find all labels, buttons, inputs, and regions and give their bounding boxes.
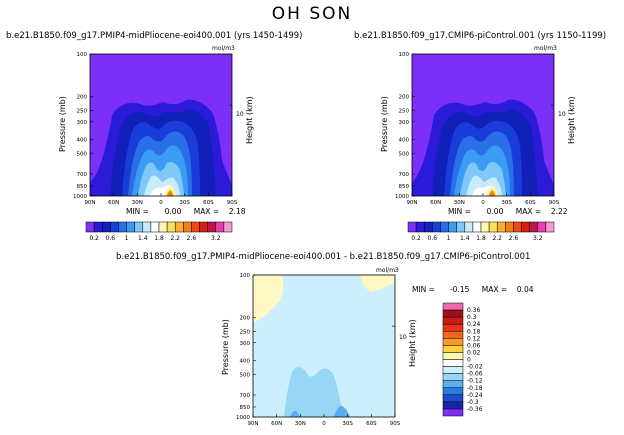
left-xtick-label: 30S (179, 200, 190, 206)
right-ribbon-contours (412, 99, 554, 196)
left-xtick-label: 60N (108, 200, 119, 206)
left-xtick-label: 0 (159, 200, 163, 206)
right-ytick-label: 250 (399, 109, 410, 115)
diff-ytick-label: 500 (240, 372, 251, 378)
left-xtick-label: 30N (132, 200, 143, 206)
right-contour-band (489, 190, 495, 196)
left-min-value: 0.00 (164, 207, 182, 216)
right-height-tick: 10 (558, 111, 566, 118)
left-xtick-label: 90N (84, 200, 95, 206)
diff-ytick-label: 850 (240, 405, 251, 411)
diff-units: mol/m3 (376, 267, 399, 274)
diff-negative-region (290, 410, 300, 417)
right-ytick-label: 500 (399, 151, 410, 157)
diff-xtick-label: 60S (366, 421, 377, 427)
diff-subtitle: b.e21.B1850.f09_g17.PMIP4-midPliocene-eo… (116, 252, 531, 262)
diff-positive-region (360, 275, 395, 292)
diff-ytick-label: 100 (240, 273, 251, 279)
right-ytick-label: 400 (399, 137, 410, 143)
right-ylabel: Pressure (mb) (380, 96, 389, 152)
right-ytick-label: 300 (399, 120, 410, 126)
right-units: mol/m3 (534, 45, 557, 52)
right-panel-plot (411, 53, 555, 197)
diff-xtick-label: 30S (342, 421, 353, 427)
diff-positive-region (253, 275, 284, 322)
right-xtick-label: 0 (481, 200, 485, 206)
left-subtitle: b.e21.B1850.f09_g17.PMIP4-midPliocene-eo… (6, 31, 303, 41)
right-ytick-label: 100 (399, 52, 410, 58)
diff-ytick-label: 300 (240, 341, 251, 347)
right-ytick-label: 200 (399, 95, 410, 101)
left-max-value: 2.18 (228, 207, 246, 216)
diff-xtick-label: 90S (390, 421, 401, 427)
diff-ytick-label: 250 (240, 330, 251, 336)
diff-panel-plot (252, 274, 396, 418)
right-xtick-label: 30N (454, 200, 465, 206)
left-xtick-label: 90S (227, 200, 238, 206)
left-minmax: MIN = 0.00 MAX = 2.18 (126, 207, 246, 216)
diff-xtick-label: 60N (271, 421, 282, 427)
right-contour-fill (412, 54, 554, 196)
left-panel-plot (89, 53, 233, 197)
right-subtitle: b.e21.B1850.f09_g17.CMIP6-piControl.001 … (354, 31, 607, 41)
left-ytick-label: 850 (77, 184, 88, 190)
diff-contour-fill (253, 275, 395, 417)
left-contour-fill (90, 54, 232, 196)
diff-xtick-label: 90N (247, 421, 258, 427)
diff-ytick-label: 700 (240, 393, 251, 399)
diff-ylabel: Pressure (mb) (221, 319, 230, 375)
right-min-label: MIN = (448, 207, 471, 216)
diff-max-label: MAX = (481, 285, 508, 294)
right-xtick-label: 30S (501, 200, 512, 206)
left-height-tick: 10 (236, 111, 244, 118)
diff-min-label: MIN = (412, 285, 435, 294)
left-max-label: MAX = (193, 207, 220, 216)
left-ytick-label: 400 (77, 137, 88, 143)
right-max-value: 2.22 (550, 207, 568, 216)
right-minmax: MIN = 0.00 MAX = 2.22 (448, 207, 568, 216)
right-xtick-label: 90N (406, 200, 417, 206)
diff-minmax: MIN = -0.15 MAX = 0.04 (412, 285, 534, 294)
diff-ytick-label: 200 (240, 316, 251, 322)
diff-ytick-label: 1000 (236, 415, 250, 421)
left-ylabel2: Height (km) (245, 96, 254, 144)
left-contour-band (167, 190, 173, 196)
diff-height-tick: 10 (399, 334, 407, 341)
diff-negative-region (284, 367, 344, 417)
right-min-value: 0.00 (486, 207, 504, 216)
right-xtick-label: 90S (549, 200, 560, 206)
diff-min-value: -0.15 (449, 285, 470, 294)
left-ytick-label: 200 (77, 95, 88, 101)
right-xtick-label: 60S (525, 200, 536, 206)
left-min-label: MIN = (126, 207, 149, 216)
left-ytick-label: 700 (77, 172, 88, 178)
page-title: OH SON (271, 4, 353, 24)
right-max-label: MAX = (515, 207, 542, 216)
left-ytick-label: 250 (77, 109, 88, 115)
right-ytick-label: 700 (399, 172, 410, 178)
left-units: mol/m3 (212, 45, 235, 52)
diff-negative-region (334, 406, 350, 417)
right-ylabel2: Height (km) (567, 96, 576, 144)
diff-ytick-label: 400 (240, 358, 251, 364)
left-ribbon-contours (90, 99, 232, 196)
right-ytick-label: 1000 (395, 194, 409, 200)
diff-ylabel2: Height (km) (408, 319, 417, 367)
left-ylabel: Pressure (mb) (58, 96, 67, 152)
diff-xtick-label: 30N (295, 421, 306, 427)
diff-max-value: 0.04 (516, 285, 534, 294)
left-ytick-label: 300 (77, 120, 88, 126)
diff-xtick-label: 0 (322, 421, 326, 427)
right-ytick-label: 850 (399, 184, 410, 190)
left-xtick-label: 60S (203, 200, 214, 206)
right-xtick-label: 60N (430, 200, 441, 206)
left-ytick-label: 500 (77, 151, 88, 157)
left-ytick-label: 1000 (73, 194, 87, 200)
left-ytick-label: 100 (77, 52, 88, 58)
